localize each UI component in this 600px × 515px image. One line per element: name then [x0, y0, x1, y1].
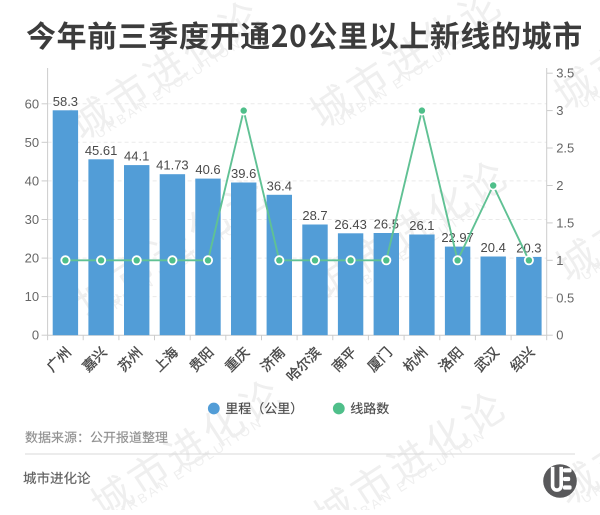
svg-text:39.6: 39.6 [231, 166, 256, 181]
svg-text:2.5: 2.5 [556, 141, 574, 156]
svg-text:40.6: 40.6 [195, 162, 220, 177]
svg-text:2: 2 [556, 178, 563, 193]
svg-text:50: 50 [25, 135, 39, 150]
svg-text:58.3: 58.3 [53, 94, 78, 109]
svg-text:44.1: 44.1 [124, 149, 149, 164]
svg-text:45.61: 45.61 [85, 143, 118, 158]
svg-text:60: 60 [25, 96, 39, 111]
svg-text:20: 20 [25, 251, 39, 266]
svg-text:3.5: 3.5 [556, 66, 574, 81]
svg-text:0.5: 0.5 [556, 290, 574, 305]
svg-text:26.43: 26.43 [334, 217, 367, 232]
svg-text:26.1: 26.1 [409, 218, 434, 233]
svg-text:40: 40 [25, 173, 39, 188]
svg-text:0: 0 [32, 328, 39, 343]
svg-text:20.3: 20.3 [516, 240, 541, 255]
svg-text:36.4: 36.4 [267, 178, 292, 193]
svg-text:1.5: 1.5 [556, 215, 574, 230]
svg-text:30: 30 [25, 212, 39, 227]
svg-text:1: 1 [556, 253, 563, 268]
svg-text:10: 10 [25, 289, 39, 304]
svg-text:41.73: 41.73 [156, 158, 189, 173]
svg-text:3: 3 [556, 103, 563, 118]
svg-text:20.4: 20.4 [481, 240, 506, 255]
svg-text:26.5: 26.5 [374, 217, 399, 232]
svg-text:0: 0 [556, 328, 563, 343]
svg-text:28.7: 28.7 [302, 208, 327, 223]
